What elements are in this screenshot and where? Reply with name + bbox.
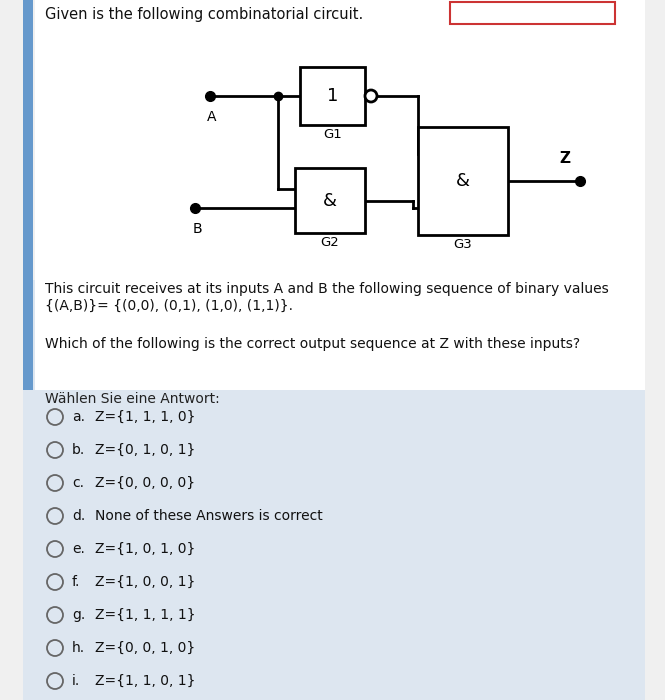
Text: A: A: [207, 110, 217, 124]
Circle shape: [47, 508, 63, 524]
Circle shape: [47, 640, 63, 656]
Text: This circuit receives at its inputs A and B the following sequence of binary val: This circuit receives at its inputs A an…: [45, 282, 608, 296]
Text: &: &: [456, 172, 470, 190]
Text: Z={0, 0, 1, 0}: Z={0, 0, 1, 0}: [95, 641, 196, 655]
Bar: [35, 0, 645, 30]
Text: Z: Z: [559, 151, 571, 166]
Text: G3: G3: [454, 238, 472, 251]
Text: G1: G1: [323, 128, 342, 141]
Text: Wählen Sie eine Antwort:: Wählen Sie eine Antwort:: [45, 392, 219, 406]
Bar: [35, 0, 645, 280]
Text: Z={0, 0, 0, 0}: Z={0, 0, 0, 0}: [95, 476, 195, 490]
Text: G2: G2: [321, 236, 339, 249]
Text: b.: b.: [72, 443, 85, 457]
Bar: [23, 280, 645, 700]
Text: g.: g.: [72, 608, 85, 622]
Bar: [418, 127, 508, 235]
Text: Z={1, 1, 1, 1}: Z={1, 1, 1, 1}: [95, 608, 196, 622]
Text: Which of the following is the correct output sequence at Z with these inputs?: Which of the following is the correct ou…: [45, 337, 580, 351]
Text: i.: i.: [72, 674, 80, 688]
Text: {(A,B)}= {(0,0), (0,1), (1,0), (1,1)}.: {(A,B)}= {(0,0), (0,1), (1,0), (1,1)}.: [45, 299, 293, 313]
Circle shape: [47, 607, 63, 623]
Text: Z={1, 1, 1, 0}: Z={1, 1, 1, 0}: [95, 410, 196, 424]
Bar: [23, 280, 33, 390]
Text: Given is the following combinatorial circuit.: Given is the following combinatorial cir…: [45, 8, 363, 22]
Circle shape: [47, 475, 63, 491]
Text: c.: c.: [72, 476, 84, 490]
Circle shape: [47, 673, 63, 689]
Bar: [300, 67, 365, 125]
Text: Z={1, 0, 0, 1}: Z={1, 0, 0, 1}: [95, 575, 196, 589]
Bar: [450, 2, 615, 24]
Text: e.: e.: [72, 542, 85, 556]
Text: h.: h.: [72, 641, 85, 655]
Text: d.: d.: [72, 509, 85, 523]
Text: None of these Answers is correct: None of these Answers is correct: [95, 509, 323, 523]
Bar: [35, 280, 645, 390]
Text: 1: 1: [327, 87, 338, 105]
Text: Z={1, 1, 0, 1}: Z={1, 1, 0, 1}: [95, 674, 196, 688]
Circle shape: [47, 442, 63, 458]
Circle shape: [47, 541, 63, 557]
Bar: [23, 0, 33, 280]
Text: &: &: [323, 192, 337, 209]
Text: Z={1, 0, 1, 0}: Z={1, 0, 1, 0}: [95, 542, 196, 556]
Text: a.: a.: [72, 410, 85, 424]
Circle shape: [47, 409, 63, 425]
Text: f.: f.: [72, 575, 80, 589]
Circle shape: [365, 90, 377, 102]
Bar: [23, 0, 33, 30]
Circle shape: [47, 574, 63, 590]
Text: B: B: [192, 223, 201, 237]
Text: Z={0, 1, 0, 1}: Z={0, 1, 0, 1}: [95, 443, 196, 457]
Bar: [295, 168, 365, 233]
